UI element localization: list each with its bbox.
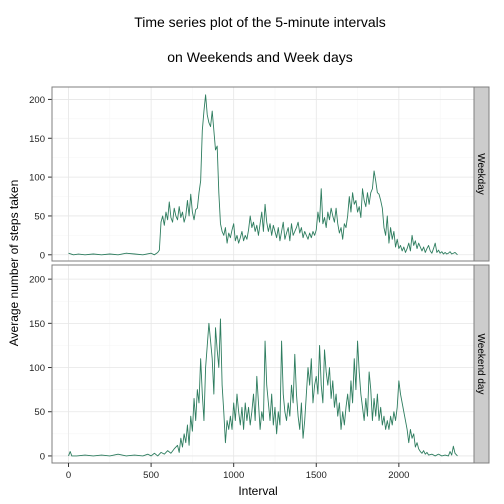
y-tick-label: 50 bbox=[34, 211, 45, 222]
x-tick-label: 1500 bbox=[306, 470, 327, 481]
chart-title-line-1: Time series plot of the 5-minute interva… bbox=[134, 14, 386, 30]
y-tick-label: 100 bbox=[29, 173, 45, 184]
y-tick-label: 100 bbox=[29, 363, 45, 374]
x-tick-label: 0 bbox=[66, 470, 71, 481]
y-tick-label: 0 bbox=[40, 451, 45, 462]
x-axis: 0 500 1000 1500 2000 bbox=[66, 463, 409, 481]
series-line bbox=[68, 318, 458, 457]
x-tick-label: 2000 bbox=[388, 470, 409, 481]
panel-background bbox=[51, 86, 475, 262]
y-axis-title: Average number of steps taken bbox=[7, 180, 21, 347]
facet-panel: 0 50 100 150 200 Weekday bbox=[29, 86, 490, 262]
panel-background bbox=[51, 264, 475, 464]
facet-strip-label: Weekend day bbox=[475, 334, 486, 395]
y-tick-label: 200 bbox=[29, 95, 45, 106]
facet-panel: 0 50 100 150 200 Weekend day bbox=[29, 264, 490, 464]
series-line bbox=[68, 94, 458, 256]
x-axis-title: Interval bbox=[238, 484, 277, 498]
x-tick-label: 1000 bbox=[223, 470, 244, 481]
x-tick-label: 500 bbox=[143, 470, 159, 481]
facet-strip bbox=[473, 86, 490, 262]
chart-title-line-2: on Weekends and Week days bbox=[167, 49, 353, 65]
y-tick-label: 50 bbox=[34, 407, 45, 418]
facet-strip bbox=[473, 264, 490, 464]
y-tick-label: 150 bbox=[29, 319, 45, 330]
facet-strip-label: Weekday bbox=[475, 153, 486, 195]
y-tick-label: 150 bbox=[29, 134, 45, 145]
facet-panels: 0 50 100 150 200 Weekday 0 50 100 150 200 Weekend d… bbox=[29, 86, 490, 464]
y-tick-label: 0 bbox=[40, 250, 45, 261]
y-tick-label: 200 bbox=[29, 275, 45, 286]
